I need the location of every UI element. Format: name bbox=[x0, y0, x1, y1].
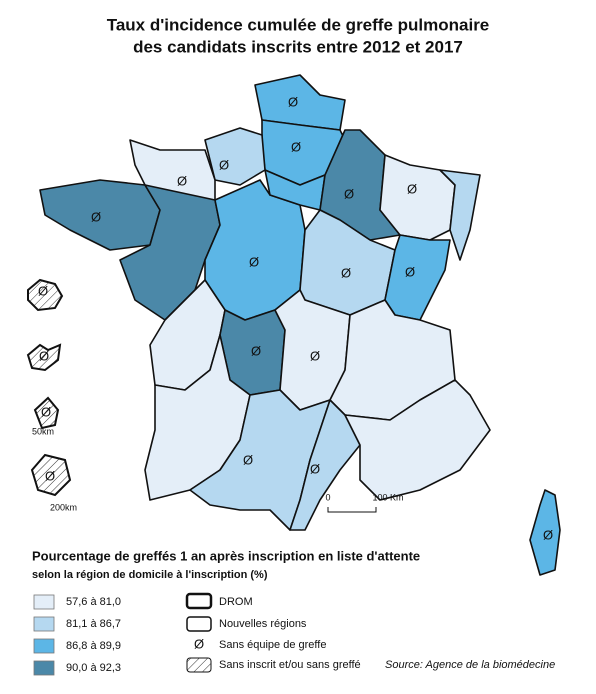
legend-class-label: 57,6 à 81,0 bbox=[66, 596, 121, 608]
legend-class-label: 90,0 à 92,3 bbox=[66, 662, 121, 674]
legend-item-label: Sans équipe de greffe bbox=[219, 639, 326, 651]
legend-swatch bbox=[33, 616, 55, 632]
no-team-symbol: Ø bbox=[249, 254, 259, 269]
no-team-symbols: Ø Ø Ø Ø Ø Ø Ø Ø Ø Ø Ø Ø Ø Ø Ø Ø Ø Ø Ø bbox=[38, 94, 553, 542]
legend-swatch bbox=[33, 638, 55, 654]
region bbox=[384, 234, 451, 321]
legend-item-label: DROM bbox=[219, 596, 253, 608]
region bbox=[344, 379, 491, 501]
no-team-symbol: Ø bbox=[38, 283, 48, 298]
legend-items: DROM Nouvelles régions Ø Sans équipe de … bbox=[185, 592, 361, 673]
no-team-symbol: Ø bbox=[243, 452, 253, 467]
region bbox=[439, 169, 481, 261]
legend-class-label: 86,8 à 89,9 bbox=[66, 640, 121, 652]
scale-label: 0 bbox=[325, 492, 330, 502]
legend-item-label: Sans inscrit et/ou sans greffé bbox=[219, 659, 361, 671]
legend-swatch bbox=[33, 660, 55, 676]
no-team-symbol: Ø bbox=[41, 404, 51, 419]
title-line: des candidats inscrits entre 2012 et 201… bbox=[133, 37, 463, 56]
region bbox=[529, 489, 561, 576]
legend-symbol: Ø bbox=[194, 636, 204, 651]
drom bbox=[26, 278, 72, 497]
legend-subtitle: selon la région de domicile à l'inscript… bbox=[32, 569, 268, 581]
no-team-symbol: Ø bbox=[341, 265, 351, 280]
legend-title: Pourcentage de greffés 1 an après inscri… bbox=[32, 548, 420, 563]
no-team-symbol: Ø bbox=[219, 157, 229, 172]
no-team-symbol: Ø bbox=[45, 468, 55, 483]
no-team-symbol: Ø bbox=[288, 94, 298, 109]
drom-scale-label: 50km bbox=[32, 426, 54, 436]
legend-item-label: Nouvelles régions bbox=[219, 618, 307, 630]
no-team-symbol: Ø bbox=[310, 461, 320, 476]
no-team-symbol: Ø bbox=[39, 348, 49, 363]
scale-bar: 0 100 Km bbox=[325, 492, 404, 513]
region bbox=[204, 127, 266, 186]
title-line: Taux d'incidence cumulée de greffe pulmo… bbox=[107, 15, 490, 34]
scale-label: 100 Km bbox=[372, 492, 403, 502]
no-team-symbol: Ø bbox=[91, 209, 101, 224]
legend-classes: 57,6 à 81,0 81,1 à 86,7 86,8 à 89,9 90,0 à … bbox=[33, 594, 121, 676]
no-team-symbol: Ø bbox=[177, 173, 187, 188]
no-team-symbol: Ø bbox=[291, 139, 301, 154]
drom-scale-label: 200km bbox=[50, 502, 77, 512]
no-team-symbol: Ø bbox=[310, 348, 320, 363]
no-team-symbol: Ø bbox=[543, 527, 553, 542]
legend-class-label: 81,1 à 86,7 bbox=[66, 618, 121, 630]
regions bbox=[39, 74, 561, 576]
no-team-symbol: Ø bbox=[405, 264, 415, 279]
no-team-symbol: Ø bbox=[407, 181, 417, 196]
no-team-symbol: Ø bbox=[344, 186, 354, 201]
no-team-symbol: Ø bbox=[251, 343, 261, 358]
source: Source: Agence de la biomédecine bbox=[385, 659, 555, 671]
legend-swatch bbox=[33, 594, 55, 610]
